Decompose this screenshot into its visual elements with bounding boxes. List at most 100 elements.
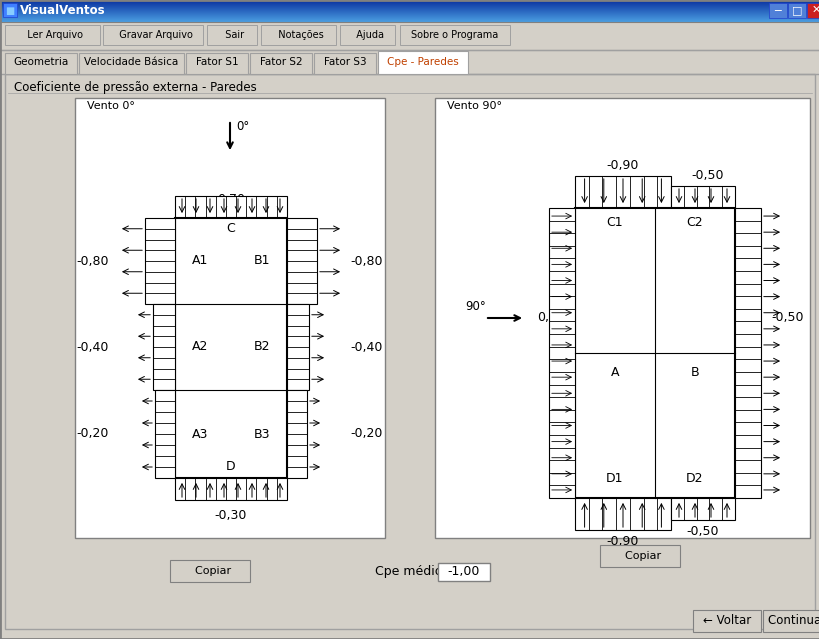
Bar (0, 7, 819, 8)
Bar (75, 98, 385, 538)
Text: C: C (226, 222, 235, 235)
Text: A: A (610, 367, 618, 380)
Text: 90°: 90° (464, 300, 485, 312)
Bar (574, 208, 734, 498)
Bar (0, 17, 819, 18)
Bar (250, 53, 311, 74)
Bar (0, 20, 819, 21)
Bar (79, 53, 183, 74)
Bar (692, 610, 760, 632)
Text: Sair: Sair (219, 30, 244, 40)
Text: A2: A2 (192, 341, 208, 353)
Text: C1: C1 (606, 217, 622, 229)
Bar (314, 53, 376, 74)
Text: ■: ■ (6, 6, 15, 16)
Text: Copiar: Copiar (618, 551, 661, 561)
Bar (170, 560, 250, 582)
Bar (174, 218, 287, 478)
Bar (0, 16, 819, 17)
Text: B2: B2 (253, 341, 270, 353)
Text: Continuar →: Continuar → (767, 615, 819, 627)
Text: Vento 0°: Vento 0° (87, 101, 134, 111)
Bar (670, 186, 734, 208)
Text: □: □ (791, 5, 801, 15)
Text: -0,40: -0,40 (77, 341, 109, 353)
Bar (0, 22, 819, 50)
Bar (0, 8, 819, 9)
Text: B3: B3 (253, 427, 270, 440)
Text: ← Voltar: ← Voltar (702, 615, 750, 627)
Bar (0, 3, 819, 4)
Bar (0, 14, 819, 15)
Text: 0°: 0° (236, 119, 249, 132)
Text: Notações: Notações (272, 30, 324, 40)
Text: VisualVentos: VisualVentos (20, 4, 106, 17)
Text: -0,50: -0,50 (771, 311, 803, 325)
Text: -0,90: -0,90 (606, 160, 638, 173)
Text: ✕: ✕ (810, 5, 819, 15)
Bar (0, 9, 819, 10)
Bar (768, 3, 786, 18)
Text: A1: A1 (192, 254, 208, 268)
Bar (0, 12, 819, 13)
Bar (0, 15, 819, 16)
Bar (5, 25, 100, 45)
Text: Cpe - Paredes: Cpe - Paredes (387, 57, 459, 67)
Text: Geometria: Geometria (13, 57, 69, 67)
Bar (174, 196, 287, 218)
Text: -1,00: -1,00 (447, 566, 480, 578)
Text: C2: C2 (686, 217, 703, 229)
Bar (287, 304, 309, 390)
Text: -0,40: -0,40 (351, 341, 382, 353)
Text: Ajuda: Ajuda (350, 30, 383, 40)
Bar (0, 19, 819, 20)
Bar (0, 4, 819, 5)
Bar (0, 5, 819, 6)
Bar (787, 3, 805, 18)
Text: Gravar Arquivo: Gravar Arquivo (113, 30, 192, 40)
Text: A3: A3 (192, 427, 208, 440)
Bar (670, 498, 734, 520)
Bar (206, 25, 256, 45)
Text: B1: B1 (253, 254, 270, 268)
Text: D1: D1 (605, 472, 623, 484)
Text: -0,30: -0,30 (215, 509, 247, 521)
Bar (437, 563, 490, 581)
Bar (155, 390, 174, 478)
Bar (574, 176, 670, 208)
Bar (145, 218, 174, 304)
Bar (0, 13, 819, 14)
Bar (0, 0, 819, 1)
Text: -0,90: -0,90 (606, 535, 638, 548)
Bar (762, 610, 819, 632)
Bar (378, 51, 468, 74)
Text: Copiar: Copiar (188, 566, 231, 576)
Bar (400, 25, 509, 45)
Text: -0,50: -0,50 (691, 169, 723, 183)
Bar (5, 74, 814, 629)
Text: Cpe médio: Cpe médio (374, 566, 441, 578)
Text: 0,70: 0,70 (536, 311, 564, 325)
Bar (186, 53, 247, 74)
Text: B: B (690, 367, 699, 380)
Bar (0, 2, 819, 3)
Text: -0,20: -0,20 (77, 427, 109, 440)
Bar (0, 1, 819, 2)
Bar (174, 478, 287, 500)
Text: Velocidade Básica: Velocidade Básica (84, 57, 178, 67)
Text: -0,20: -0,20 (351, 427, 382, 440)
Bar (434, 98, 809, 538)
Bar (0, 11, 819, 12)
Text: ─: ─ (774, 5, 781, 15)
Text: Fator S2: Fator S2 (260, 57, 302, 67)
Text: D2: D2 (686, 472, 703, 484)
Bar (0, 18, 819, 19)
Text: Ler Arquivo: Ler Arquivo (21, 30, 83, 40)
Bar (0, 6, 819, 7)
Bar (340, 25, 395, 45)
Text: Vento 90°: Vento 90° (446, 101, 501, 111)
Bar (287, 218, 317, 304)
Bar (287, 390, 306, 478)
Bar (260, 25, 336, 45)
Bar (5, 53, 77, 74)
